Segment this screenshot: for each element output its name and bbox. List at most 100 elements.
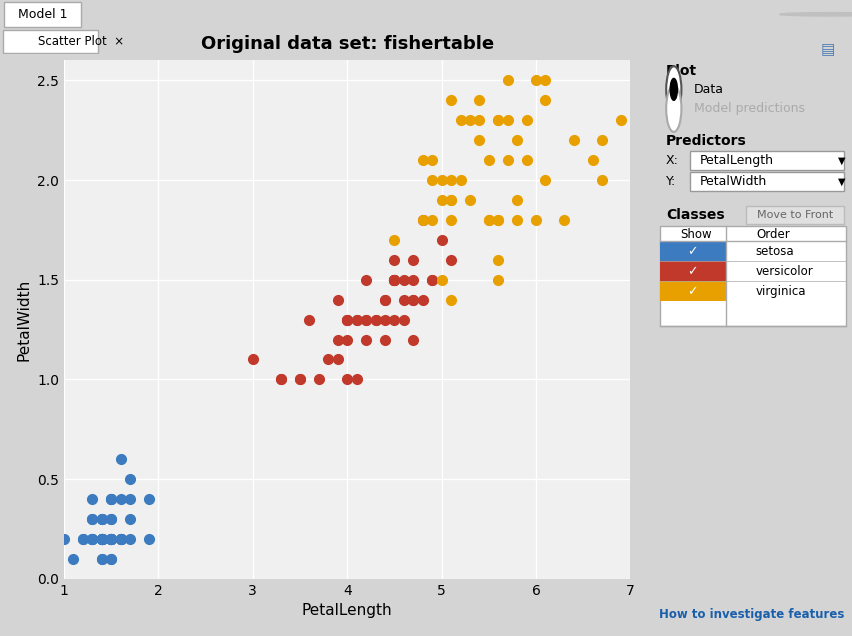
Point [85,534,99,544]
Point [378,315,392,324]
Point [557,215,571,225]
Point [416,294,429,305]
Point [114,454,128,464]
Text: virginica: virginica [756,285,806,298]
FancyBboxPatch shape [659,241,726,261]
Point [142,494,156,504]
Point [529,75,543,85]
Point [388,275,401,285]
Point [95,534,108,544]
Point [492,215,505,225]
Text: PetalWidth: PetalWidth [699,175,767,188]
Point [95,534,108,544]
Point [520,155,533,165]
Point [302,315,316,324]
Point [538,75,552,85]
Point [567,135,581,145]
Point [454,175,468,185]
Point [388,254,401,265]
Point [444,175,458,185]
Point [104,534,118,544]
Point [416,215,429,225]
Text: How to investigate features: How to investigate features [659,608,844,621]
Point [360,315,373,324]
Point [425,215,439,225]
Point [538,175,552,185]
Point [369,315,383,324]
Text: ▼: ▼ [838,155,845,165]
Point [596,175,609,185]
Point [388,235,401,245]
Point [388,275,401,285]
Text: Data: Data [694,83,724,96]
Point [114,494,128,504]
Point [95,534,108,544]
Point [95,534,108,544]
Point [482,215,496,225]
Point [104,534,118,544]
Point [76,534,89,544]
Point [85,514,99,524]
Point [331,294,344,305]
Text: Show: Show [680,228,711,241]
Point [142,534,156,544]
Y-axis label: PetalWidth: PetalWidth [16,279,32,361]
Circle shape [666,86,682,132]
Title: Original data set: fishertable: Original data set: fishertable [200,36,494,53]
Point [388,275,401,285]
Point [341,315,354,324]
Point [350,315,364,324]
Point [492,275,505,285]
Point [341,315,354,324]
Point [510,135,524,145]
Text: X:: X: [665,154,679,167]
Point [378,294,392,305]
Point [104,494,118,504]
Point [444,95,458,106]
Point [124,474,137,484]
Point [614,115,628,125]
Point [76,534,89,544]
Text: Y:: Y: [665,175,676,188]
Circle shape [671,78,677,100]
Point [520,115,533,125]
Point [492,215,505,225]
Text: Scatter Plot  ×: Scatter Plot × [38,35,124,48]
Point [350,375,364,385]
Point [114,534,128,544]
Point [95,534,108,544]
Point [312,375,325,385]
Point [114,534,128,544]
Point [388,315,401,324]
Point [416,215,429,225]
Point [124,514,137,524]
Text: ✓: ✓ [688,285,698,298]
Point [492,254,505,265]
Text: ✓: ✓ [688,265,698,278]
Point [406,294,420,305]
Text: Predictors: Predictors [665,134,746,148]
FancyBboxPatch shape [659,226,846,326]
Point [104,534,118,544]
Point [388,275,401,285]
Point [406,275,420,285]
Text: Plot: Plot [665,64,697,78]
Text: versicolor: versicolor [756,265,814,278]
Point [85,534,99,544]
Point [444,195,458,205]
Point [104,514,118,524]
Point [114,534,128,544]
Point [596,135,609,145]
Point [104,494,118,504]
Point [397,275,411,285]
Point [435,175,448,185]
Point [397,294,411,305]
Point [482,215,496,225]
Point [246,354,260,364]
FancyBboxPatch shape [659,261,726,281]
Text: PetalLength: PetalLength [699,154,774,167]
Point [57,534,71,544]
Point [435,195,448,205]
Point [378,294,392,305]
Text: Model predictions: Model predictions [694,102,805,115]
